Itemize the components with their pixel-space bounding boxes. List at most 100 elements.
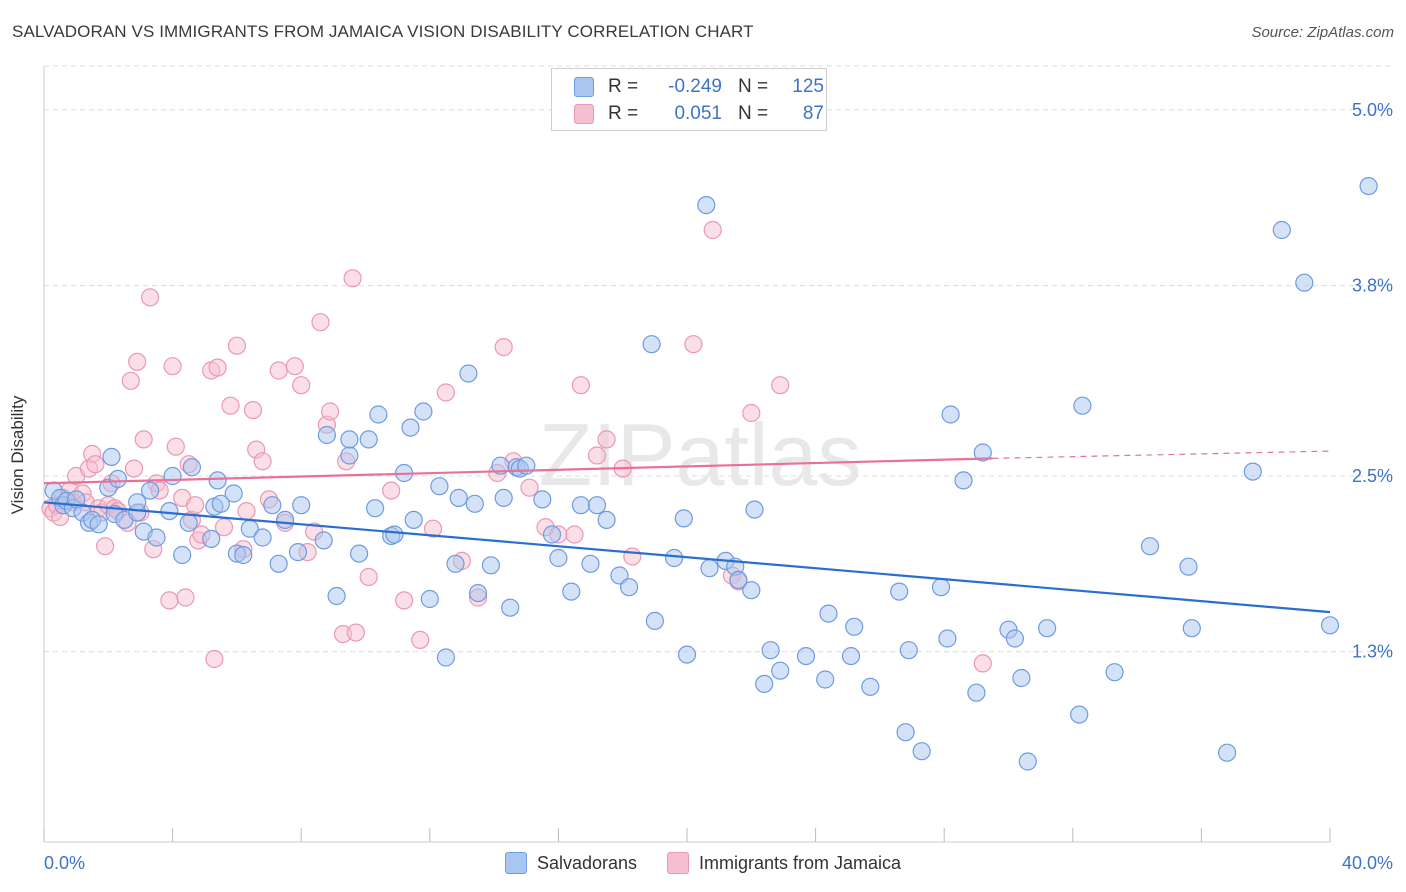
data-point (700, 559, 719, 578)
data-point (385, 525, 404, 544)
data-point (121, 371, 140, 390)
trend-line-jamaica-extension (992, 450, 1331, 459)
data-point (292, 376, 311, 395)
data-point (1012, 668, 1031, 688)
data-point (108, 469, 128, 488)
data-point (459, 364, 478, 383)
data-point (1140, 537, 1160, 556)
data-point (896, 723, 915, 742)
data-point (186, 496, 205, 515)
legend-swatch-blue (504, 852, 527, 874)
data-point (912, 742, 931, 761)
data-point (317, 425, 336, 445)
data-point (1272, 220, 1291, 240)
data-point (677, 645, 697, 664)
data-point (819, 604, 838, 623)
data-point (841, 646, 861, 666)
legend-n-label: N = (738, 103, 769, 124)
data-point (1005, 629, 1025, 648)
data-point (494, 488, 513, 507)
data-point (1070, 705, 1089, 724)
legend-n-value: 125 (792, 76, 824, 97)
legend-r-label: R = (608, 103, 639, 124)
data-point (359, 430, 378, 449)
data-point (173, 545, 192, 565)
data-point (321, 402, 340, 421)
legend-n-label: N = (738, 76, 769, 97)
legend-r-value: -0.249 (668, 76, 722, 97)
x-tick-labels: 0.0% 40.0% (44, 853, 1393, 873)
data-point (269, 554, 288, 573)
legend-r-label: R = (608, 76, 639, 97)
data-point (494, 338, 513, 357)
legend-item-salvadorans[interactable]: Salvadorans (504, 852, 637, 874)
data-point (311, 313, 330, 332)
data-point (565, 525, 584, 544)
chart-title: SALVADORAN VS IMMIGRANTS FROM JAMAICA VI… (12, 22, 754, 41)
data-point (340, 446, 359, 465)
data-point (253, 452, 272, 471)
data-point (684, 335, 703, 354)
data-point (954, 471, 973, 490)
data-point (938, 629, 957, 648)
data-point (587, 446, 607, 465)
data-point (1217, 743, 1237, 762)
data-point (597, 510, 616, 530)
data-point (755, 674, 774, 694)
data-point (395, 591, 414, 610)
axes (43, 66, 1331, 843)
data-point (346, 623, 365, 642)
data-point (446, 554, 465, 573)
y-tick-labels: 1.3% 2.5% 3.8% 5.0% (1352, 100, 1393, 662)
y-tick-label: 2.5% (1352, 466, 1393, 486)
data-point (1073, 396, 1092, 415)
data-point (745, 500, 764, 519)
data-point (449, 488, 468, 507)
y-tick-label: 3.8% (1352, 276, 1393, 296)
data-point (234, 545, 253, 565)
data-point (436, 383, 455, 402)
data-point (623, 547, 642, 566)
data-point (1320, 616, 1340, 635)
data-point (404, 510, 423, 530)
data-point (890, 582, 909, 601)
data-point (674, 509, 693, 528)
data-point (501, 598, 520, 617)
data-point (845, 617, 864, 636)
legend-item-jamaica[interactable]: Immigrants from Jamaica (667, 852, 901, 874)
data-point (382, 481, 401, 500)
data-point (861, 677, 880, 696)
data-point (587, 496, 607, 515)
data-point (89, 515, 108, 534)
data-point (771, 376, 790, 395)
data-point (1295, 273, 1314, 292)
legend-swatch-pink (667, 852, 690, 874)
data-point (359, 567, 378, 587)
data-point (1359, 177, 1378, 196)
legend-row-jamaica: R = 0.051 N = 87 (574, 102, 824, 126)
data-point (205, 649, 224, 669)
legend-r-value: 0.051 (674, 103, 722, 124)
data-point (771, 661, 790, 680)
data-point (414, 402, 433, 421)
legend-row-salvadorans: R = -0.249 N = 125 (574, 75, 824, 99)
data-point (314, 531, 333, 550)
data-point (436, 648, 455, 667)
data-point (645, 611, 665, 631)
data-point (292, 496, 311, 515)
series-legend: Salvadorans Immigrants from Jamaica (0, 852, 1406, 874)
source-label: Source: ZipAtlas.com (1251, 24, 1394, 41)
data-point (269, 361, 288, 380)
data-point (642, 335, 661, 354)
data-point (533, 490, 552, 509)
x-tick-label: 0.0% (44, 853, 85, 873)
data-point (562, 582, 581, 601)
data-point (86, 455, 105, 474)
watermark: ZIPatlas (539, 405, 862, 504)
data-point (664, 548, 684, 568)
data-point (208, 358, 227, 377)
data-point (237, 502, 256, 521)
data-point (369, 405, 388, 424)
data-point (285, 357, 304, 376)
